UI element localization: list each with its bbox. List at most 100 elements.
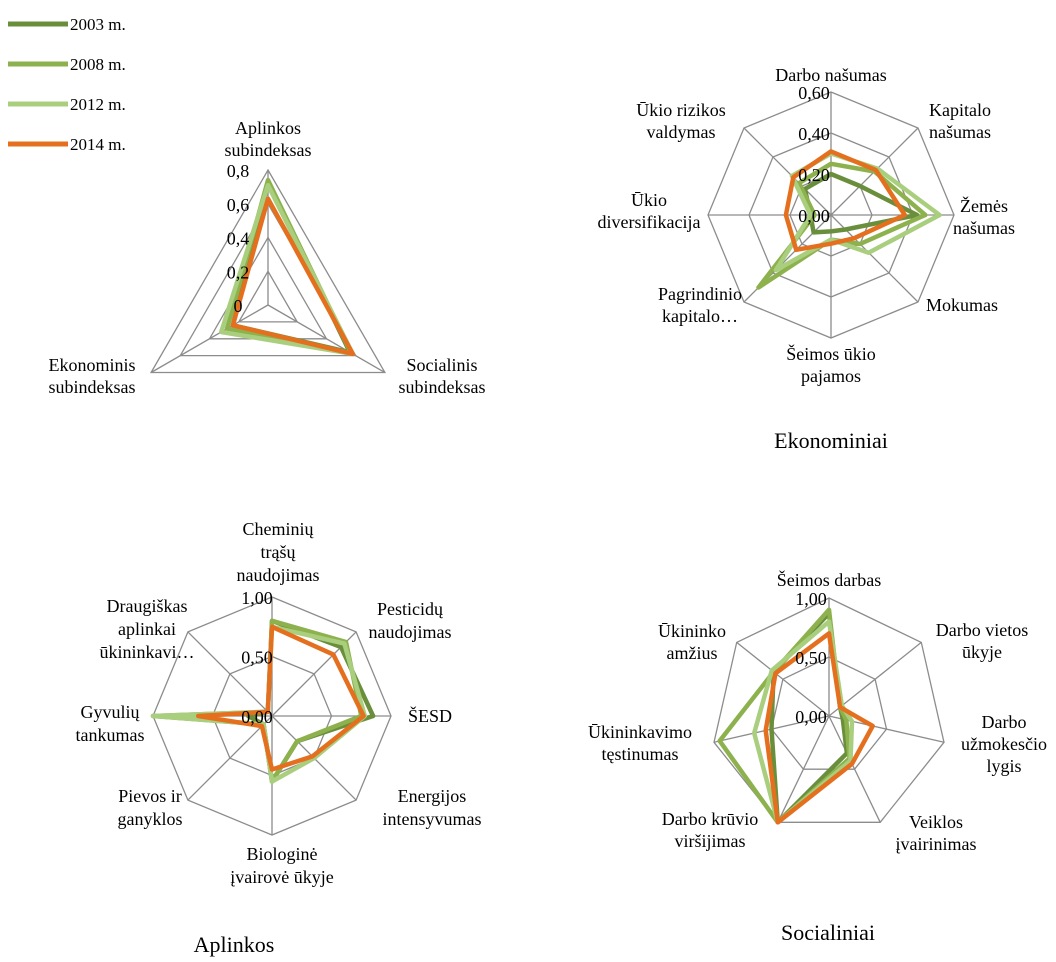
axis-label-line: Darbo vietos — [936, 620, 1028, 640]
grid-ring — [149, 168, 387, 374]
axis-label: Energijos intensyvumas — [383, 786, 482, 829]
series-2012-m — [218, 182, 356, 357]
axis-label-line: ūkininkavi… — [100, 642, 195, 662]
axis-label: Aplinkos subindeksas — [225, 118, 312, 160]
axis-label: Veiklos įvairinimas — [896, 812, 977, 854]
axis-label-line: Cheminių — [243, 519, 315, 539]
axis-label-line: įvairinimas — [896, 834, 977, 854]
axis-spoke — [187, 631, 273, 717]
legend: 2003 m. 2008 m. 2012 m. 2014 m. — [8, 15, 126, 154]
axis-label: Ūkininkavimo tęstinumas — [588, 722, 692, 764]
axis-label-line: valdymas — [647, 122, 716, 142]
tick-label: 0,8 — [227, 161, 250, 181]
axis-label: Ūkininko amžius — [658, 621, 726, 663]
axis-label-line: Darbo — [982, 712, 1027, 732]
grid-ring — [713, 597, 945, 823]
axis-label-line: Draugiškas — [107, 596, 188, 616]
legend-label: 2008 m. — [70, 55, 126, 74]
axis-label-line: Darbo krūvio — [662, 809, 758, 829]
axis-label-line: Socialinis — [407, 355, 478, 375]
tick-label: 0,2 — [227, 262, 250, 282]
axis-label-line: Ūkio rizikos — [636, 100, 726, 120]
tick-label: 1,00 — [795, 589, 827, 609]
axis-spoke — [828, 715, 881, 823]
axis-label-line: naudojimas — [369, 622, 452, 642]
axis-label-line: Šeimos ūkio — [786, 343, 876, 364]
series-2012-m — [773, 151, 942, 273]
tick-label: 0,50 — [241, 648, 273, 668]
axis-label: Pievos ir ganyklos — [118, 786, 183, 829]
axis-label: Šeimos ūkio pajamos — [786, 343, 876, 386]
axis-label-line: lygis — [986, 756, 1021, 776]
tick-label: 0,6 — [227, 195, 250, 215]
axis-label-line: naudojimas — [237, 565, 320, 585]
axis-label: Darbo vietos ūkyje — [936, 620, 1028, 662]
axis-spoke — [267, 304, 386, 374]
axis-label: Ūkio rizikos valdymas — [636, 100, 726, 142]
axis-label-line: kapitalo… — [662, 306, 738, 326]
axis-label-line: Pesticidų — [377, 599, 444, 619]
legend-label: 2014 m. — [70, 135, 126, 154]
axis-label: Žemės našumas — [953, 195, 1015, 238]
axis-label: Ekonominis subindeksas — [48, 355, 135, 397]
axis-label-line: Ekonominis — [48, 355, 135, 375]
axis-label-line: ganyklos — [118, 809, 183, 829]
axis-label: Gyvulių tankumas — [76, 702, 145, 745]
axis-label-line: Aplinkos — [235, 118, 301, 138]
tick-label: 0,20 — [798, 165, 830, 185]
tick-label: 0,60 — [798, 83, 830, 103]
axis-label-line: našumas — [929, 122, 991, 142]
tick-label: 0,40 — [798, 124, 830, 144]
axis-label: Mokumas — [926, 295, 998, 315]
axis-label-line: Žemės — [960, 195, 1008, 216]
axis-spoke — [828, 641, 922, 717]
axis-spoke — [150, 304, 269, 374]
axis-label-line: viršijimas — [675, 831, 746, 851]
axis-label: Darbo našumas — [775, 65, 886, 85]
axis-spoke — [777, 715, 830, 823]
axis-spoke — [743, 127, 832, 216]
axis-label-line: Pagrindinio — [658, 284, 742, 304]
axis-label-line: Pievos ir — [118, 786, 182, 806]
grid-ring — [237, 269, 299, 323]
axis-label: Pesticidų naudojimas — [369, 599, 452, 642]
series-2014-m — [783, 149, 908, 253]
series-2014-m — [763, 631, 875, 825]
axis-label: Šeimos darbas — [777, 569, 881, 590]
series-2014-m — [195, 624, 366, 772]
axis-label: Darbo užmokesčio lygis — [961, 712, 1047, 776]
series-2014-m — [230, 196, 356, 357]
axis-label-line: užmokesčio — [961, 734, 1047, 754]
chart-title: Aplinkos — [194, 932, 275, 957]
legend-label: 2003 m. — [70, 15, 126, 34]
axis-label-line: tankumas — [76, 725, 145, 745]
axis-label-line: ūkyje — [962, 642, 1002, 662]
axis-spoke — [736, 641, 830, 717]
axis-label-line: Ūkininko — [658, 621, 726, 641]
axis-label-line: tęstinumas — [602, 744, 679, 764]
axis-label: Socialinis subindeksas — [399, 355, 486, 397]
axis-label: Darbo krūvio viršijimas — [662, 809, 758, 851]
axis-label: Kapitalo našumas — [929, 100, 991, 142]
axis-label-line: intensyvumas — [383, 809, 482, 829]
axis-label: Biologinė įvairovė ūkyje — [230, 844, 333, 887]
axis-label-line: Veiklos — [909, 812, 963, 832]
axis-label: Cheminių trąšų naudojimas — [237, 519, 320, 585]
axis-label-line: subindeksas — [225, 140, 312, 160]
axis-spoke — [187, 715, 273, 801]
axis-label-line: ŠESD — [408, 705, 452, 726]
tick-label: 1,00 — [241, 588, 273, 608]
axis-label-line: trąšų — [261, 542, 297, 562]
axis-label-line: Šeimos darbas — [777, 569, 881, 590]
axis-label-line: Darbo našumas — [775, 65, 886, 85]
axis-label-line: Ūkio — [631, 190, 667, 210]
tick-label: 0 — [234, 296, 243, 316]
axis-label-line: Kapitalo — [929, 100, 991, 120]
tick-label: 0,50 — [795, 648, 827, 668]
axis-label: Draugiškas aplinkai ūkininkavi… — [100, 596, 195, 662]
